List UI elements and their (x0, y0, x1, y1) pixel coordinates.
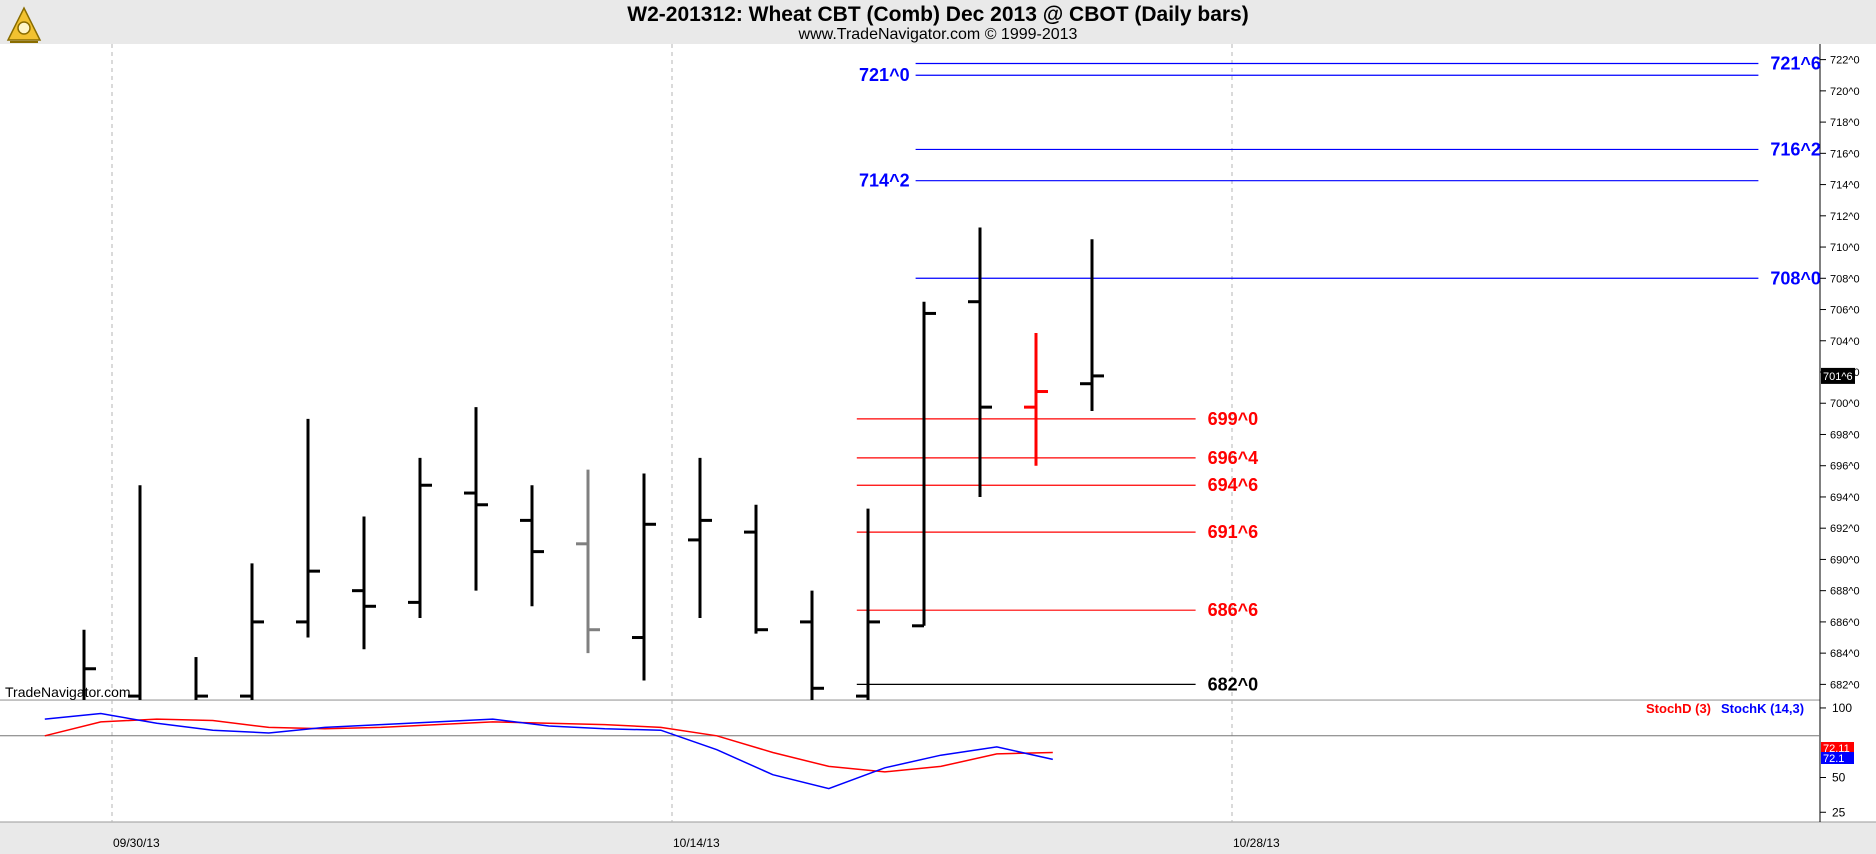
price-tick-label: 700^0 (1830, 398, 1860, 410)
price-level-label: 708^0 (1770, 268, 1821, 288)
price-tick-label: 720^0 (1830, 86, 1860, 98)
price-level-label: 714^2 (859, 171, 910, 191)
price-level-label: 691^6 (1208, 522, 1259, 542)
price-tick-label: 690^0 (1830, 554, 1860, 566)
stoch-value-box (1821, 742, 1854, 754)
last-price-box (1821, 367, 1855, 384)
price-tick-label: 698^0 (1830, 429, 1860, 441)
price-tick-label: 706^0 (1830, 305, 1860, 317)
legend-stochd: StochD (3) (1646, 701, 1711, 716)
axis-area (1820, 44, 1876, 822)
price-tick-label: 692^0 (1830, 523, 1860, 535)
chart-subtitle: www.TradeNavigator.com © 1999-2013 (798, 26, 1078, 43)
price-tick-label: 708^0 (1830, 273, 1860, 285)
price-tick-label: 714^0 (1830, 180, 1860, 192)
stoch-series-line (44, 718, 1053, 773)
chart-title: W2-201312: Wheat CBT (Comb) Dec 2013 @ C… (627, 3, 1249, 26)
stoch-tick-label: 25 (1832, 805, 1846, 819)
price-tick-label: 704^0 (1830, 336, 1860, 348)
ohlc-bars (82, 227, 1104, 700)
price-tick-label: 682^0 (1830, 679, 1860, 691)
price-level-label: 716^2 (1770, 139, 1821, 159)
vertical-gridlines (111, 44, 1233, 822)
price-level-label: 721^0 (859, 65, 910, 85)
stoch-value-box (1821, 752, 1854, 764)
price-tick-label: 684^0 (1830, 648, 1860, 660)
price-level-label: 682^0 (1208, 674, 1259, 694)
price-levels: 721^6 721^0 716^2 714^2 708^0 699^0 696^4 694^6… (856, 54, 1821, 694)
stoch-series-line (44, 712, 1053, 790)
watermark: TradeNavigator.com (5, 684, 131, 700)
date-tick-label: 10/14/13 (673, 836, 720, 850)
stoch-tick-label: 50 (1832, 770, 1846, 784)
price-tick-label: 718^0 (1830, 117, 1860, 129)
sextant-logo-icon[interactable] (2, 2, 46, 46)
stoch-value-label: 72.1 (1823, 753, 1844, 765)
date-axis: 09/30/13 10/14/13 10/28/13 (113, 836, 1280, 850)
price-plot-area (0, 44, 1820, 700)
price-tick-label: 694^0 (1830, 492, 1860, 504)
price-level-label: 699^0 (1208, 409, 1259, 429)
price-tick-label: 696^0 (1830, 461, 1860, 473)
price-level-label: 694^6 (1208, 475, 1259, 495)
legend-stochk: StochK (14,3) (1721, 701, 1805, 716)
price-tick-label: 710^0 (1830, 242, 1860, 254)
price-level-label: 721^6 (1770, 54, 1821, 74)
price-tick-label: 716^0 (1830, 148, 1860, 160)
price-level-label: 686^6 (1208, 600, 1259, 620)
price-axis: 682^0 684^0 686^0 688^0 690^0 692^0 694^0 696^0… (1820, 55, 1860, 691)
price-level-label: 696^4 (1208, 448, 1259, 468)
date-tick-label: 09/30/13 (113, 836, 160, 850)
price-tick-label: 722^0 (1830, 55, 1860, 67)
price-tick-label: 686^0 (1830, 617, 1860, 629)
price-tick-label: 688^0 (1830, 586, 1860, 598)
stoch-tick-label: 100 (1832, 701, 1852, 715)
price-tick-label: 712^0 (1830, 211, 1860, 223)
last-price-label: 701^6 (1823, 371, 1853, 383)
date-tick-label: 10/28/13 (1233, 836, 1280, 850)
